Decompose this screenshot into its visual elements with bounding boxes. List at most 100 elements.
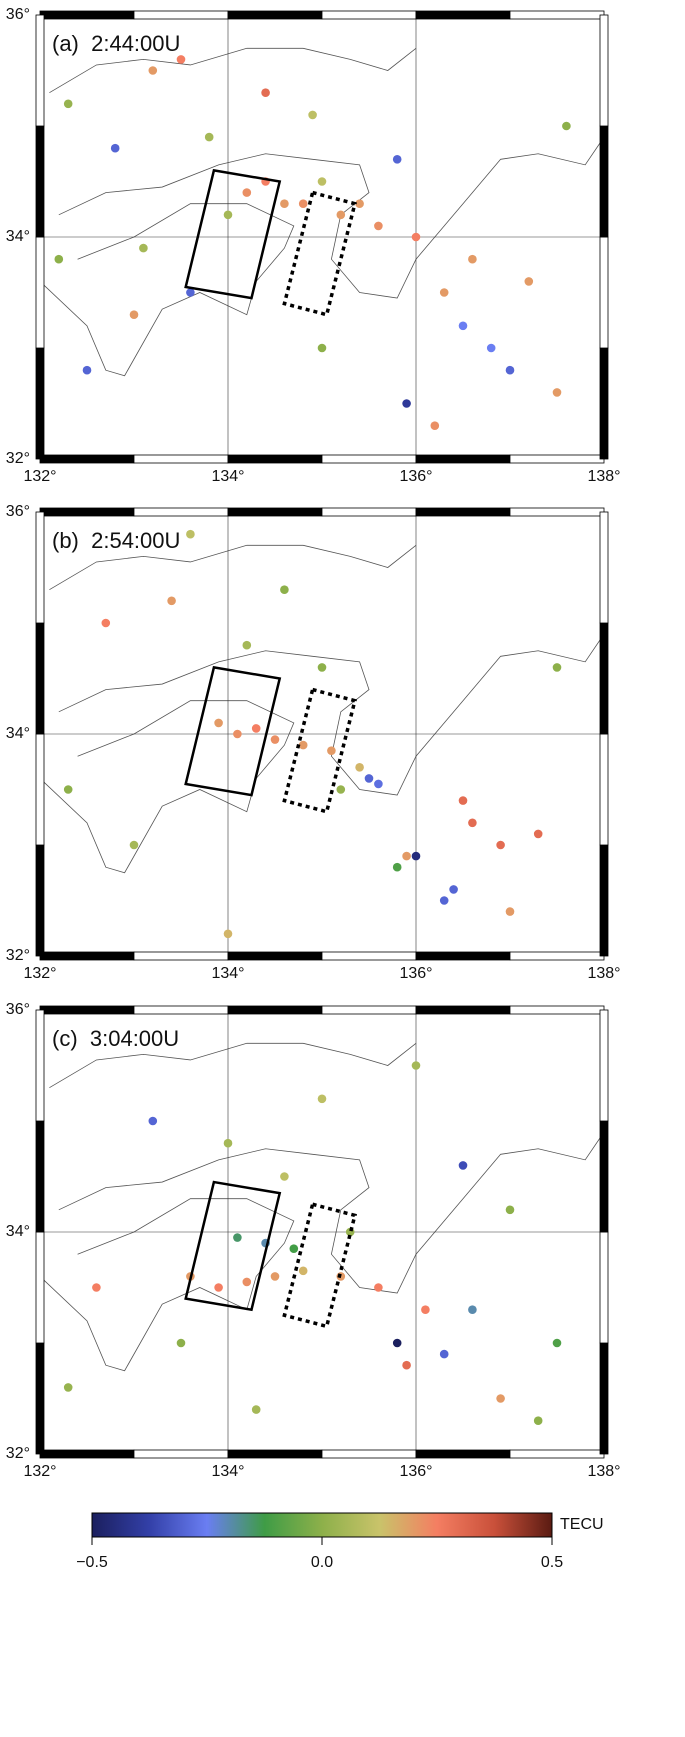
- x-tick-label: 138°: [587, 965, 620, 982]
- tec-point: [402, 1360, 411, 1370]
- tec-point: [449, 885, 458, 894]
- frame-bar: [35, 511, 45, 624]
- frame-bar: [35, 125, 45, 238]
- frame-bar: [599, 125, 609, 238]
- frame-bar: [599, 1009, 609, 1122]
- x-tick-label: 138°: [587, 1463, 620, 1480]
- y-tick-label: 34°: [6, 228, 30, 245]
- tec-point: [364, 774, 374, 783]
- tec-point: [186, 529, 195, 539]
- colorbar-tick-label: 0.5: [541, 1554, 563, 1571]
- panel-label: (a) 2:44:00U: [52, 31, 180, 56]
- tec-point: [468, 818, 477, 828]
- frame-bar: [321, 10, 417, 20]
- tec-point: [101, 618, 111, 628]
- tec-point: [298, 1266, 308, 1276]
- tec-point: [327, 746, 336, 755]
- frame-bar: [599, 844, 609, 957]
- tec-point: [355, 763, 364, 772]
- frame-bar: [227, 1005, 323, 1015]
- colorbar: [91, 1512, 553, 1538]
- panel: 132° 134° 136° 138° 32° 34° 36° (a) 2:44:00U: [6, 6, 621, 485]
- frame-bar: [39, 454, 135, 464]
- tec-point: [204, 132, 214, 142]
- frame-bar: [415, 1005, 511, 1015]
- tec-point: [63, 1383, 73, 1392]
- frame-bar: [35, 844, 45, 957]
- x-tick-label: 134°: [211, 1463, 244, 1480]
- frame-bar: [227, 951, 323, 961]
- frame-bar: [227, 454, 323, 464]
- frame-bar: [415, 1449, 511, 1459]
- frame-bar: [35, 1231, 45, 1344]
- frame-bar: [415, 951, 511, 961]
- tec-point: [251, 1405, 261, 1414]
- tec-point: [298, 199, 308, 208]
- frame-bar: [39, 507, 135, 517]
- tec-point: [186, 288, 195, 297]
- tec-point: [129, 310, 139, 320]
- tec-point: [92, 1283, 101, 1292]
- frame-bar: [227, 10, 323, 20]
- frame-bar: [509, 454, 605, 464]
- tec-point: [552, 1338, 562, 1348]
- x-tick-label: 132°: [23, 468, 56, 485]
- tec-point: [129, 840, 139, 850]
- tec-point: [54, 254, 64, 264]
- tec-point: [336, 210, 346, 220]
- tec-point: [233, 1233, 242, 1242]
- tec-point: [223, 1138, 233, 1148]
- frame-bar: [35, 1120, 45, 1233]
- fault-box: [184, 665, 282, 797]
- tec-point: [505, 365, 515, 375]
- frame-bar: [227, 1449, 323, 1459]
- frame-bar: [599, 347, 609, 460]
- tec-point: [214, 1283, 223, 1292]
- tec-point: [176, 1338, 186, 1348]
- tec-point: [214, 718, 223, 728]
- frame-bar: [599, 511, 609, 624]
- tec-point: [270, 1272, 280, 1281]
- tec-point: [280, 199, 289, 208]
- tec-point: [317, 343, 327, 353]
- y-tick-label: 32°: [6, 1445, 30, 1462]
- frame-bar: [599, 622, 609, 735]
- tec-point: [280, 585, 289, 594]
- y-tick-label: 36°: [6, 6, 30, 23]
- frame-bar: [35, 733, 45, 846]
- frame-bar: [39, 1005, 135, 1015]
- fault-box-dotted: [282, 1202, 358, 1329]
- x-tick-label: 132°: [23, 1463, 56, 1480]
- frame-bar: [133, 507, 229, 517]
- frame-bar: [133, 10, 229, 20]
- frame-bar: [415, 507, 511, 517]
- tec-point: [430, 421, 440, 431]
- tec-point: [270, 735, 280, 744]
- tec-point: [562, 121, 571, 131]
- frame-bar: [509, 951, 605, 961]
- tec-point: [374, 1283, 383, 1292]
- tec-point: [468, 254, 477, 264]
- tec-point: [374, 779, 383, 789]
- tec-point: [421, 1305, 430, 1314]
- tec-point: [298, 740, 308, 750]
- x-tick-label: 136°: [399, 1463, 432, 1480]
- panel: 132° 134° 136° 138° 32° 34° 36° (c) 3:04:00U: [6, 1001, 621, 1480]
- tec-point: [552, 663, 562, 672]
- frame-bar: [509, 507, 605, 517]
- tec-point: [233, 729, 242, 739]
- tec-point: [411, 1061, 421, 1070]
- tec-point: [392, 862, 402, 872]
- panel-label: (b) 2:54:00U: [52, 528, 180, 553]
- panel: 132° 134° 136° 138° 32° 34° 36° (b) 2:54:00U: [6, 503, 621, 982]
- frame-bar: [321, 454, 417, 464]
- frame-bar: [35, 1342, 45, 1455]
- coastline: [40, 1198, 295, 1372]
- tec-point: [533, 1416, 543, 1425]
- tec-point: [458, 1161, 468, 1170]
- tec-point: [223, 210, 233, 220]
- frame-bar: [415, 454, 511, 464]
- tec-point: [251, 724, 261, 733]
- x-tick-label: 134°: [211, 468, 244, 485]
- x-tick-label: 138°: [587, 468, 620, 485]
